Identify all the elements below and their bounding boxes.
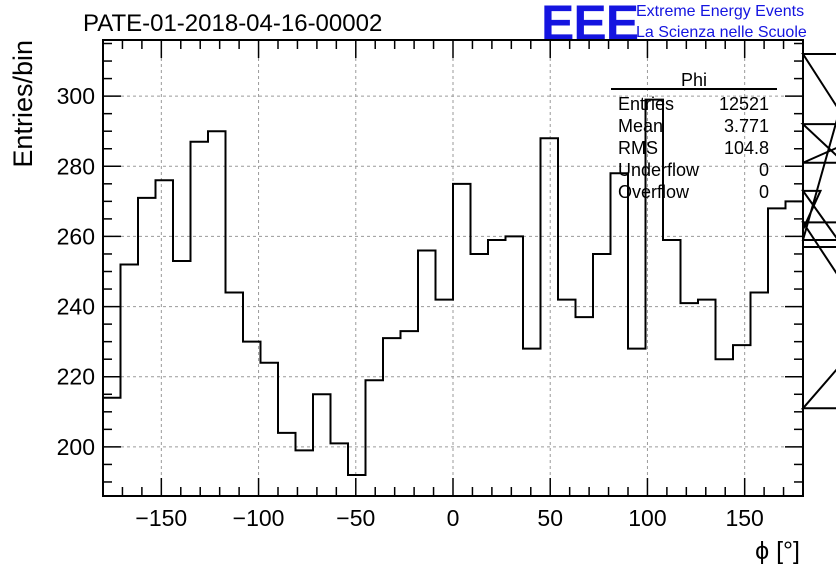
stats-value-entries: 12521: [719, 94, 769, 114]
histogram-bin: [261, 363, 279, 496]
histogram-bin: [558, 300, 576, 496]
histogram-bin: [768, 208, 786, 496]
histogram-bin: [366, 380, 384, 496]
histogram-bin: [663, 240, 681, 496]
stats-label-mean: Mean: [618, 116, 663, 136]
logo-line-2: La Scienza nelle Scuole: [636, 24, 807, 41]
y-tick-label: 220: [57, 364, 95, 390]
histogram-bin: [313, 394, 331, 496]
histogram-bin: [751, 293, 769, 496]
histogram-bin: [243, 342, 261, 496]
y-axis-label: Entries/bin: [8, 40, 38, 168]
histogram-bin: [331, 443, 349, 496]
stats-box-title: Phi: [681, 70, 707, 90]
stats-label-underflow: Underflow: [618, 160, 700, 180]
y-tick-label: 300: [57, 83, 95, 109]
histogram-bin: [541, 138, 559, 496]
stats-value-overflow: 0: [759, 182, 769, 202]
histogram-bin: [418, 250, 436, 496]
histogram-bin: [628, 349, 646, 496]
histogram-bin: [786, 201, 804, 496]
histogram-bin: [733, 345, 751, 496]
histogram-bin: [576, 317, 594, 496]
histogram-bin: [383, 338, 401, 496]
x-tick-label: 100: [628, 505, 666, 531]
stats-label-entries: Entries: [618, 94, 674, 114]
x-tick-label: 150: [725, 505, 763, 531]
histogram-bin: [453, 184, 471, 496]
y-tick-label: 240: [57, 294, 95, 320]
stats-value-mean: 3.771: [724, 116, 769, 136]
histogram-bin: [138, 198, 156, 496]
stats-label-overflow: Overflow: [618, 182, 690, 202]
stats-label-rms: RMS: [618, 138, 658, 158]
histogram-bin: [698, 300, 716, 496]
histogram-bin: [121, 264, 139, 496]
histogram-bin: [436, 300, 454, 496]
x-tick-label: 50: [537, 505, 563, 531]
histogram-bin: [173, 261, 191, 496]
histogram-bin: [681, 303, 699, 496]
stats-value-underflow: 0: [759, 160, 769, 180]
y-tick-label: 280: [57, 153, 95, 179]
histogram-bin: [523, 349, 541, 496]
x-tick-label: −100: [233, 505, 285, 531]
y-tick-label: 260: [57, 223, 95, 249]
histogram-bin: [488, 240, 506, 496]
histogram-bin: [611, 173, 629, 496]
x-tick-label: −150: [135, 505, 187, 531]
histogram-bin: [471, 254, 489, 496]
histogram-bin: [278, 433, 296, 496]
histogram-bin: [226, 293, 244, 496]
histogram-bin: [191, 142, 209, 496]
stats-value-rms: 104.8: [724, 138, 769, 158]
x-tick-label: −50: [336, 505, 375, 531]
y-tick-label: 200: [57, 434, 95, 460]
histogram-bin: [506, 236, 524, 496]
histogram-bin: [208, 131, 226, 496]
chart-title: PATE-01-2018-04-16-00002: [83, 10, 383, 37]
histogram-bin: [401, 331, 419, 496]
histogram-bin: [348, 475, 366, 496]
histogram-bin: [156, 180, 174, 496]
histogram-bin: [593, 254, 611, 496]
histogram-bin: [716, 359, 734, 496]
x-axis-label: ϕ [°]: [755, 537, 800, 565]
x-tick-label: 0: [447, 505, 460, 531]
logo-line-1: Extreme Energy Events: [636, 3, 805, 20]
